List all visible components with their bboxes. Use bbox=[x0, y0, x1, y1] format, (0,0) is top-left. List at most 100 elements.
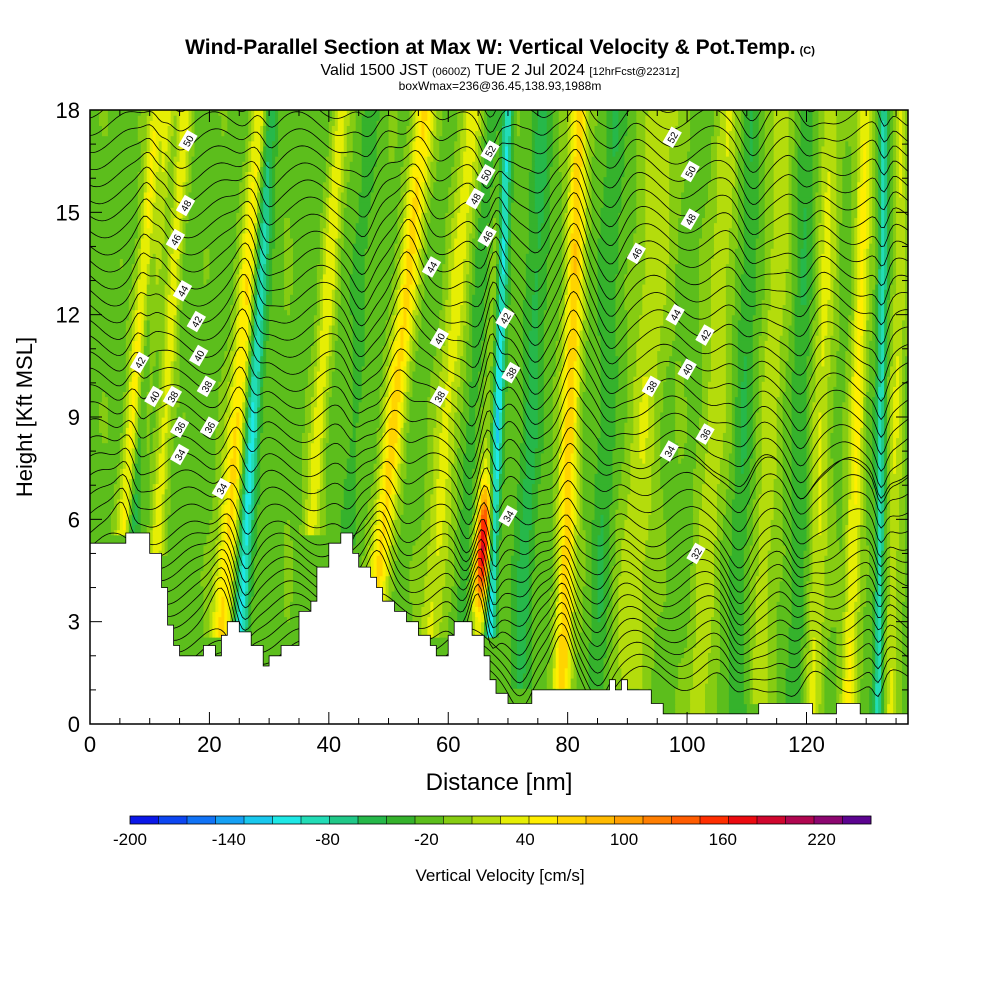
velocity-cell bbox=[248, 503, 252, 510]
velocity-cell bbox=[743, 688, 751, 694]
velocity-cell bbox=[827, 509, 837, 515]
velocity-cell bbox=[442, 601, 452, 607]
velocity-cell bbox=[200, 580, 213, 587]
velocity-cell bbox=[394, 473, 399, 479]
velocity-cell bbox=[472, 575, 476, 582]
velocity-cell bbox=[367, 514, 375, 520]
velocity-cell bbox=[860, 514, 864, 520]
velocity-cell bbox=[827, 637, 837, 643]
velocity-cell bbox=[728, 626, 745, 633]
velocity-cell bbox=[466, 580, 470, 587]
velocity-cell bbox=[460, 524, 470, 531]
velocity-cell bbox=[119, 457, 124, 464]
velocity-cell bbox=[809, 544, 814, 551]
velocity-cell bbox=[833, 488, 843, 495]
velocity-cell bbox=[734, 478, 751, 485]
velocity-cell bbox=[388, 565, 393, 572]
velocity-cell bbox=[385, 463, 396, 469]
velocity-cell bbox=[842, 652, 846, 659]
velocity-cell bbox=[785, 698, 802, 705]
velocity-cell bbox=[248, 519, 252, 526]
velocity-cell bbox=[561, 457, 566, 464]
velocity-cell bbox=[624, 529, 649, 536]
velocity-cell bbox=[394, 565, 411, 572]
velocity-cell bbox=[284, 570, 294, 577]
velocity-cell bbox=[588, 672, 605, 679]
velocity-cell bbox=[755, 432, 763, 439]
velocity-cell bbox=[475, 611, 482, 618]
velocity-cell bbox=[618, 662, 643, 669]
velocity-cell bbox=[902, 611, 908, 618]
velocity-cell bbox=[612, 590, 620, 597]
velocity-cell bbox=[475, 524, 479, 531]
velocity-cell bbox=[122, 514, 127, 520]
velocity-cell bbox=[860, 698, 870, 705]
velocity-cell bbox=[743, 550, 751, 556]
velocity-cell bbox=[570, 452, 575, 459]
velocity-cell bbox=[558, 483, 563, 490]
velocity-cell bbox=[776, 662, 790, 669]
velocity-cell bbox=[307, 514, 318, 520]
velocity-cell bbox=[836, 519, 843, 526]
velocity-cell bbox=[755, 473, 763, 479]
velocity-cell bbox=[896, 703, 903, 710]
velocity-cell bbox=[531, 667, 548, 674]
velocity-cell bbox=[475, 488, 479, 495]
velocity-cell bbox=[884, 652, 888, 659]
velocity-cell bbox=[854, 626, 858, 633]
velocity-cell bbox=[233, 539, 237, 546]
velocity-cell bbox=[224, 534, 228, 541]
velocity-cell bbox=[552, 657, 557, 664]
velocity-cell bbox=[555, 657, 560, 664]
velocity-cell bbox=[203, 621, 211, 628]
velocity-cell bbox=[863, 657, 873, 664]
velocity-cell bbox=[149, 550, 154, 556]
velocity-cell bbox=[233, 606, 237, 613]
velocity-cell bbox=[528, 590, 533, 597]
velocity-cell bbox=[630, 488, 652, 495]
velocity-cell bbox=[307, 478, 312, 485]
velocity-cell bbox=[791, 468, 808, 474]
velocity-cell bbox=[609, 524, 617, 531]
velocity-cell bbox=[836, 514, 843, 520]
velocity-cell bbox=[239, 580, 243, 587]
velocity-cell bbox=[791, 555, 805, 561]
velocity-cell bbox=[860, 519, 864, 526]
velocity-cell bbox=[493, 560, 497, 566]
velocity-cell bbox=[821, 442, 828, 449]
velocity-cell bbox=[394, 498, 399, 505]
velocity-cell bbox=[224, 529, 228, 536]
velocity-cell bbox=[749, 667, 754, 674]
velocity-cell bbox=[875, 683, 882, 689]
velocity-cell bbox=[740, 447, 748, 454]
velocity-cell bbox=[382, 463, 387, 469]
velocity-cell bbox=[487, 524, 491, 531]
velocity-cell bbox=[379, 493, 387, 500]
velocity-cell bbox=[725, 509, 733, 515]
velocity-cell bbox=[591, 539, 599, 546]
velocity-cell bbox=[707, 667, 721, 674]
velocity-cell bbox=[493, 468, 497, 474]
velocity-cell bbox=[570, 616, 575, 623]
velocity-cell bbox=[158, 550, 166, 556]
velocity-cell bbox=[475, 529, 479, 536]
velocity-cell bbox=[248, 544, 252, 551]
velocity-cell bbox=[812, 539, 828, 546]
velocity-cell bbox=[696, 637, 712, 643]
velocity-cell bbox=[254, 509, 258, 515]
velocity-cell bbox=[164, 432, 172, 439]
velocity-cell bbox=[167, 544, 205, 551]
velocity-cell bbox=[890, 693, 894, 700]
velocity-cell bbox=[391, 519, 396, 526]
velocity-cell bbox=[242, 468, 246, 474]
velocity-cell bbox=[257, 468, 261, 474]
velocity-cell bbox=[684, 442, 697, 449]
velocity-cell bbox=[800, 647, 805, 653]
velocity-cell bbox=[878, 621, 882, 628]
velocity-cell bbox=[251, 565, 255, 572]
velocity-cell bbox=[558, 570, 563, 577]
velocity-cell bbox=[242, 529, 246, 536]
velocity-cell bbox=[848, 606, 855, 613]
velocity-cell bbox=[561, 463, 566, 469]
velocity-cell bbox=[472, 493, 476, 500]
